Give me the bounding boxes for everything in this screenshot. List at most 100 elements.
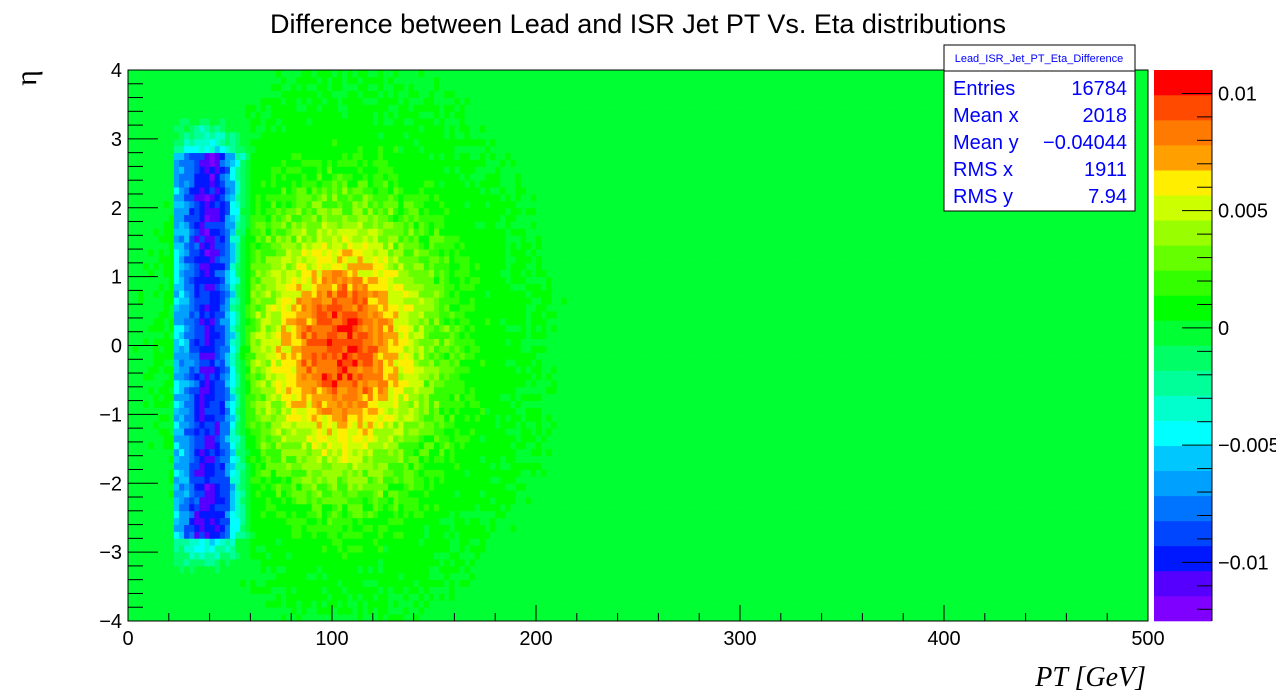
heatmap-cell — [439, 456, 445, 463]
heatmap-cell — [245, 284, 251, 291]
heatmap-cell — [363, 194, 369, 201]
heatmap-cell — [235, 98, 241, 105]
heatmap-cell — [424, 297, 430, 304]
heatmap-cell — [414, 235, 420, 242]
heatmap-cell — [128, 160, 134, 167]
heatmap-cell — [189, 77, 195, 84]
heatmap-cell — [240, 263, 246, 270]
heatmap-cell — [164, 249, 170, 256]
heatmap-cell — [256, 414, 262, 421]
heatmap-cell — [434, 490, 440, 497]
heatmap-cell — [352, 401, 358, 408]
heatmap-cell — [199, 373, 205, 380]
heatmap-cell — [342, 421, 348, 428]
heatmap-cell — [271, 104, 277, 111]
heatmap-cell — [169, 531, 175, 538]
heatmap-cell — [414, 153, 420, 160]
heatmap-cell — [332, 511, 338, 518]
heatmap-cell — [240, 284, 246, 291]
heatmap-cell — [261, 442, 267, 449]
heatmap-cell — [383, 545, 389, 552]
heatmap-cell — [174, 566, 180, 573]
heatmap-cell — [337, 394, 343, 401]
heatmap-cell — [261, 531, 267, 538]
heatmap-cell — [220, 366, 226, 373]
heatmap-cell — [429, 297, 435, 304]
heatmap-cell — [230, 70, 236, 77]
heatmap-cell — [271, 339, 277, 346]
heatmap-cell — [240, 373, 246, 380]
heatmap-cell — [342, 118, 348, 125]
heatmap-cell — [368, 469, 374, 476]
heatmap-cell — [235, 84, 241, 91]
heatmap-cell — [403, 263, 409, 270]
heatmap-cell — [347, 566, 353, 573]
heatmap-cell — [363, 153, 369, 160]
heatmap-cell — [409, 277, 415, 284]
heatmap-cell — [184, 304, 190, 311]
heatmap-cell — [393, 125, 399, 132]
heatmap-cell — [250, 332, 256, 339]
heatmap-cell — [307, 208, 313, 215]
heatmap-cell — [271, 607, 277, 614]
heatmap-cell — [235, 352, 241, 359]
heatmap-cell — [342, 593, 348, 600]
heatmap-cell — [403, 339, 409, 346]
heatmap-cell — [352, 256, 358, 263]
heatmap-cell — [307, 325, 313, 332]
heatmap-cell — [337, 180, 343, 187]
heatmap-cell — [281, 228, 287, 235]
heatmap-cell — [347, 297, 353, 304]
heatmap-cell — [301, 456, 307, 463]
heatmap-cell — [256, 235, 262, 242]
heatmap-cell — [154, 573, 160, 580]
heatmap-cell — [164, 84, 170, 91]
heatmap-cell — [261, 173, 267, 180]
heatmap-cell — [403, 511, 409, 518]
heatmap-cell — [133, 187, 139, 194]
heatmap-cell — [128, 332, 134, 339]
heatmap-cell — [368, 132, 374, 139]
heatmap-cell — [189, 531, 195, 538]
heatmap-cell — [342, 111, 348, 118]
heatmap-cell — [281, 222, 287, 229]
heatmap-cell — [322, 118, 328, 125]
heatmap-cell — [205, 111, 211, 118]
heatmap-cell — [235, 614, 241, 621]
heatmap-cell — [148, 359, 154, 366]
heatmap-cell — [276, 428, 282, 435]
heatmap-cell — [174, 125, 180, 132]
heatmap-cell — [429, 359, 435, 366]
heatmap-cell — [337, 387, 343, 394]
heatmap-cell — [307, 132, 313, 139]
heatmap-cell — [301, 160, 307, 167]
heatmap-cell — [301, 118, 307, 125]
heatmap-cell — [276, 600, 282, 607]
heatmap-cell — [225, 104, 231, 111]
heatmap-cell — [256, 463, 262, 470]
heatmap-cell — [393, 531, 399, 538]
heatmap-cell — [378, 194, 384, 201]
heatmap-cell — [138, 153, 144, 160]
heatmap-cell — [291, 421, 297, 428]
heatmap-cell — [143, 469, 149, 476]
heatmap-cell — [352, 187, 358, 194]
heatmap-cell — [327, 311, 333, 318]
heatmap-cell — [429, 463, 435, 470]
heatmap-cell — [230, 435, 236, 442]
heatmap-cell — [342, 201, 348, 208]
heatmap-cell — [419, 249, 425, 256]
heatmap-cell — [215, 518, 221, 525]
heatmap-cell — [398, 146, 404, 153]
heatmap-cell — [347, 421, 353, 428]
heatmap-cell — [235, 463, 241, 470]
heatmap-cell — [133, 469, 139, 476]
heatmap-cell — [245, 531, 251, 538]
heatmap-cell — [429, 600, 435, 607]
heatmap-cell — [419, 366, 425, 373]
heatmap-cell — [301, 263, 307, 270]
heatmap-cell — [159, 215, 165, 222]
heatmap-cell — [184, 297, 190, 304]
heatmap-cell — [337, 318, 343, 325]
heatmap-cell — [296, 263, 302, 270]
